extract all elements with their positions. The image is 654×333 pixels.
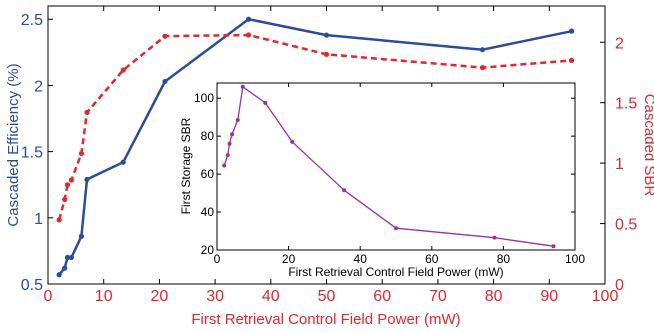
inset-y-tick-label: 20 bbox=[201, 243, 215, 257]
first-storage-sbr-point bbox=[222, 163, 227, 168]
inset-x-axis-title: First Retrieval Control Field Power (mW) bbox=[288, 265, 503, 279]
efficiency-point bbox=[68, 254, 74, 261]
main-y-tick-label: 2.5 bbox=[21, 12, 43, 29]
main-x-tick-label: 80 bbox=[485, 288, 503, 305]
main-x-tick-label: 30 bbox=[206, 288, 224, 305]
sbr-point bbox=[64, 182, 71, 188]
first-storage-sbr-point bbox=[290, 139, 295, 144]
inset-x-tick-label: 60 bbox=[425, 252, 439, 266]
sbr-point bbox=[56, 217, 62, 223]
inset-x-tick-labels: 0 20 40 60 80 100 bbox=[214, 252, 586, 266]
first-storage-sbr-point bbox=[235, 118, 240, 123]
sbr-point bbox=[120, 67, 126, 73]
inset-axis-ticks bbox=[216, 83, 576, 251]
efficiency-point bbox=[479, 47, 486, 53]
efficiency-point bbox=[56, 272, 62, 278]
main-y2-axis-title: Cascaded SBR bbox=[641, 94, 654, 197]
inset-y-tick-label: 40 bbox=[201, 205, 215, 219]
main-y-axis-title: Cascaded Efficiency (%) bbox=[5, 63, 22, 226]
first-storage-sbr-point bbox=[240, 84, 245, 89]
efficiency-point bbox=[62, 265, 68, 271]
efficiency-point bbox=[323, 32, 330, 38]
sbr-point bbox=[84, 109, 90, 115]
main-x-tick-label: 20 bbox=[151, 288, 169, 305]
inset-x-tick-label: 20 bbox=[282, 252, 296, 266]
main-x-tick-label: 90 bbox=[540, 288, 558, 305]
efficiency-point bbox=[162, 78, 168, 85]
sbr-point bbox=[479, 65, 486, 71]
main-x-tick-label: 70 bbox=[429, 288, 447, 305]
inset-x-tick-label: 100 bbox=[565, 252, 585, 266]
first-storage-sbr-point bbox=[551, 244, 556, 249]
main-y2-tick-label: 1.5 bbox=[615, 96, 637, 113]
efficiency-point bbox=[568, 28, 575, 34]
first-storage-sbr-point bbox=[263, 100, 268, 105]
inset-y-axis-title: First Storage SBR bbox=[179, 117, 193, 214]
first-storage-sbr-point bbox=[492, 235, 497, 240]
inset-y-tick-labels: 20 40 60 80 100 bbox=[194, 91, 214, 257]
sbr-point bbox=[68, 177, 74, 183]
sbr-point bbox=[78, 150, 85, 157]
sbr-point bbox=[568, 57, 575, 63]
main-y2-tick-label: 0 bbox=[615, 277, 624, 294]
sbr-point bbox=[62, 196, 68, 202]
efficiency-point bbox=[245, 16, 252, 22]
inset-x-tick-label: 80 bbox=[497, 252, 511, 266]
main-x-tick-label: 50 bbox=[318, 288, 336, 305]
main-x-tick-label: 0 bbox=[44, 288, 53, 305]
inset-y-tick-label: 60 bbox=[201, 167, 215, 181]
inset-series bbox=[222, 84, 556, 249]
sbr-point bbox=[162, 33, 168, 39]
inset-plot-frame bbox=[216, 82, 576, 251]
first-storage-sbr-point bbox=[342, 188, 347, 193]
main-y-tick-label: 1.5 bbox=[21, 145, 43, 162]
main-axis-ticks bbox=[47, 6, 606, 285]
main-y-tick-label: 1 bbox=[34, 211, 43, 228]
first-storage-sbr-point bbox=[394, 226, 398, 231]
main-x-tick-labels: 0 10 20 30 40 50 60 70 80 90 100 bbox=[44, 288, 619, 305]
main-y2-tick-label: 1 bbox=[615, 156, 624, 173]
inset-x-tick-label: 0 bbox=[214, 252, 221, 266]
efficiency-point bbox=[120, 159, 126, 165]
main-y2-tick-labels: 0 0.5 1 1.5 2 bbox=[615, 35, 637, 294]
efficiency-point bbox=[78, 233, 85, 239]
main-y-tick-label: 0.5 bbox=[21, 277, 43, 294]
main-x-tick-label: 10 bbox=[95, 288, 113, 305]
main-y2-tick-label: 0.5 bbox=[615, 217, 637, 234]
main-y2-tick-label: 2 bbox=[615, 35, 624, 52]
first-storage-sbr-point bbox=[225, 153, 230, 158]
inset-x-tick-label: 40 bbox=[354, 252, 368, 266]
main-x-tick-label: 40 bbox=[262, 288, 280, 305]
main-x-tick-label: 100 bbox=[592, 288, 619, 305]
main-y-tick-label: 2 bbox=[34, 78, 43, 95]
main-y-tick-labels: 0.5 1 1.5 2 2.5 bbox=[21, 12, 43, 294]
efficiency-point bbox=[64, 254, 71, 261]
sbr-point bbox=[323, 51, 330, 57]
main-x-tick-label: 60 bbox=[373, 288, 391, 305]
sbr-point bbox=[245, 32, 252, 38]
main-series bbox=[56, 16, 575, 278]
first-storage-sbr-point bbox=[230, 132, 235, 137]
efficiency-point bbox=[84, 176, 90, 183]
inset-y-tick-label: 80 bbox=[201, 129, 215, 143]
first-storage-sbr-point bbox=[227, 141, 232, 146]
inset-y-tick-label: 100 bbox=[194, 91, 214, 105]
main-x-axis-title: First Retrieval Control Field Power (mW) bbox=[191, 311, 460, 328]
